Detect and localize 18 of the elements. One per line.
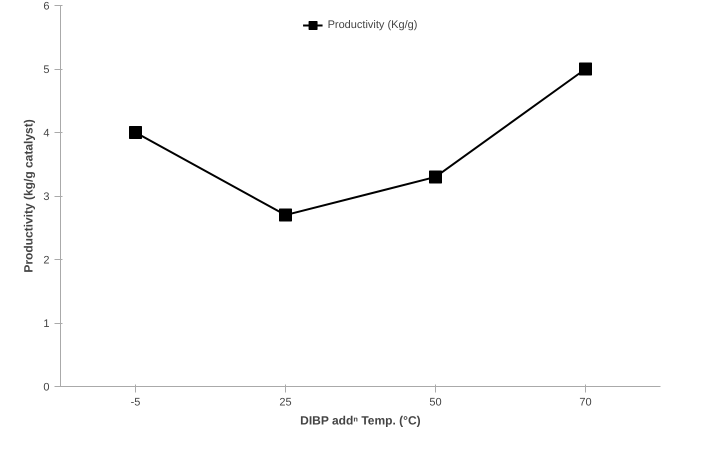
point [279, 208, 292, 222]
y-tick-label: 0 [43, 382, 50, 394]
point [579, 62, 592, 76]
x-tick-label: 50 [429, 396, 442, 408]
point [429, 170, 442, 184]
y-tick-label: 4 [43, 128, 50, 140]
y-tick-label: 6 [43, 0, 50, 12]
y-tick-label: 2 [43, 254, 50, 266]
y-tick-label: 1 [43, 318, 50, 330]
y-axis-title: Productivity (kg/g catalyst) [21, 119, 36, 273]
x-tick-label: 70 [579, 396, 592, 408]
x-tick-label: -5 [130, 396, 140, 408]
point [129, 126, 142, 139]
y-tick-label: 5 [43, 64, 50, 76]
legend-label: Productivity (Kg/g) [328, 19, 418, 31]
y-tick-label: 3 [43, 191, 50, 203]
x-axis-title: DIBP addⁿ Temp. (°C) [300, 414, 421, 428]
x-tick-label: 25 [279, 396, 292, 408]
